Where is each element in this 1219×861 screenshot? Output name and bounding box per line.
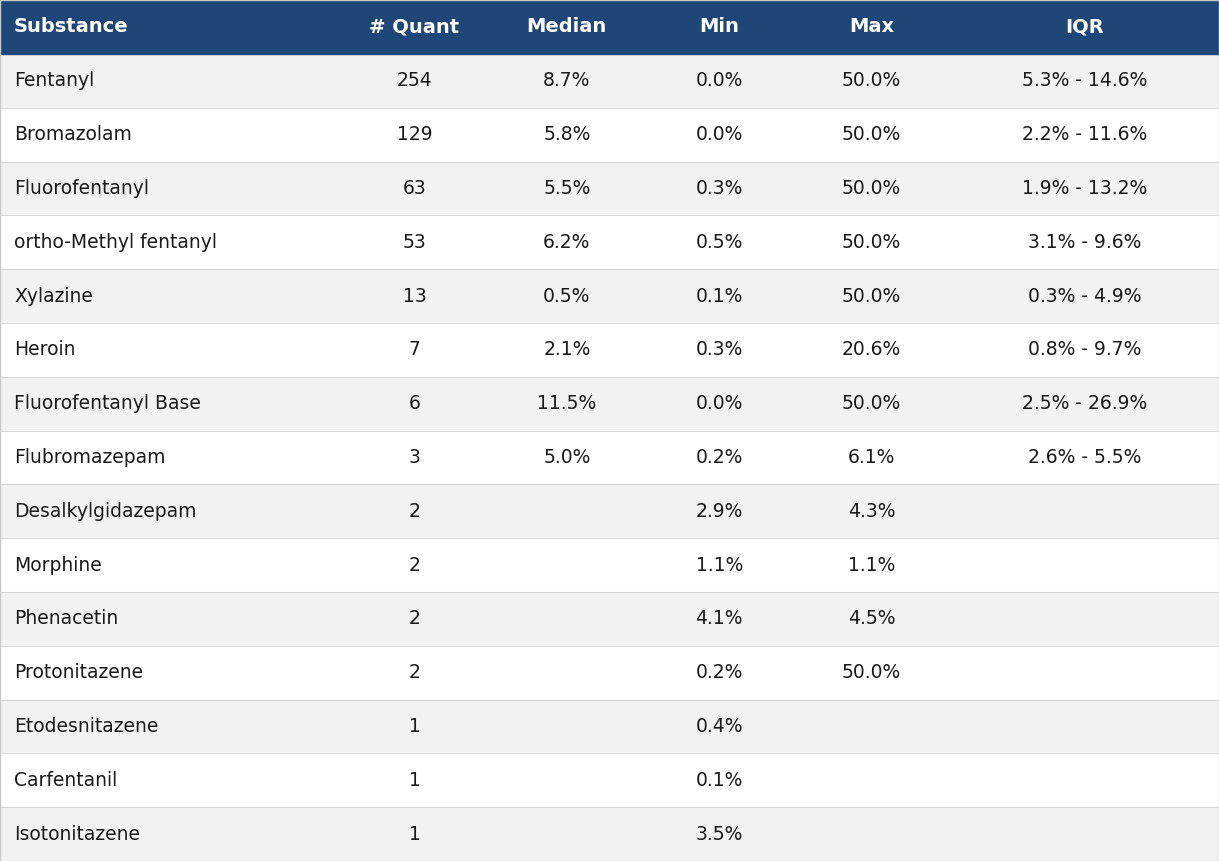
Bar [0,646,1219,700]
Text: 6.1%: 6.1% [848,448,895,467]
Text: 1: 1 [408,717,421,736]
Bar [0,538,1219,592]
Text: 13: 13 [402,287,427,306]
Text: 0.0%: 0.0% [696,71,742,90]
Text: Bromazolam: Bromazolam [13,125,132,144]
Bar [0,592,1219,646]
Text: Xylazine: Xylazine [13,287,93,306]
Text: 50.0%: 50.0% [842,71,901,90]
Text: Morphine: Morphine [13,555,101,574]
Bar [0,700,1219,753]
Text: 3: 3 [408,448,421,467]
Bar [0,54,1219,108]
Text: IQR: IQR [1065,17,1104,36]
Text: Substance: Substance [13,17,129,36]
Text: 254: 254 [396,71,433,90]
Text: Fentanyl: Fentanyl [13,71,94,90]
Text: 11.5%: 11.5% [538,394,596,413]
Bar [0,108,1219,162]
Text: Flubromazepam: Flubromazepam [13,448,166,467]
Text: 0.5%: 0.5% [544,287,590,306]
Text: 0.3%: 0.3% [696,179,742,198]
Text: 50.0%: 50.0% [842,125,901,144]
Text: Isotonitazene: Isotonitazene [13,825,140,844]
Text: 4.3%: 4.3% [848,502,895,521]
Text: # Quant: # Quant [369,17,460,36]
Text: 5.5%: 5.5% [544,179,590,198]
Text: Max: Max [848,17,895,36]
Text: 5.3% - 14.6%: 5.3% - 14.6% [1023,71,1147,90]
Text: 50.0%: 50.0% [842,394,901,413]
Text: 0.2%: 0.2% [696,663,742,682]
Bar [0,377,1219,430]
Text: 50.0%: 50.0% [842,287,901,306]
Text: Etodesnitazene: Etodesnitazene [13,717,158,736]
Text: 0.4%: 0.4% [696,717,742,736]
Bar [0,162,1219,215]
Text: 2: 2 [408,663,421,682]
Text: 20.6%: 20.6% [842,340,901,359]
Text: 53: 53 [402,232,427,251]
Text: 2.9%: 2.9% [696,502,742,521]
Text: 0.0%: 0.0% [696,125,742,144]
Bar [0,430,1219,485]
Text: 5.0%: 5.0% [544,448,590,467]
Text: Desalkylgidazepam: Desalkylgidazepam [13,502,196,521]
Text: 0.2%: 0.2% [696,448,742,467]
Text: 7: 7 [408,340,421,359]
Bar [0,269,1219,323]
Text: 2.6% - 5.5%: 2.6% - 5.5% [1028,448,1142,467]
Text: 50.0%: 50.0% [842,232,901,251]
Text: 0.5%: 0.5% [696,232,742,251]
Text: 0.3% - 4.9%: 0.3% - 4.9% [1028,287,1142,306]
Text: 1: 1 [408,825,421,844]
Text: 3.5%: 3.5% [696,825,742,844]
Text: 50.0%: 50.0% [842,179,901,198]
Text: 0.0%: 0.0% [696,394,742,413]
Text: 1.1%: 1.1% [848,555,895,574]
Text: 129: 129 [396,125,433,144]
Bar [0,485,1219,538]
Bar [0,215,1219,269]
Text: 2.5% - 26.9%: 2.5% - 26.9% [1023,394,1147,413]
Bar [0,753,1219,808]
Text: 2: 2 [408,555,421,574]
Text: 1.9% - 13.2%: 1.9% - 13.2% [1023,179,1147,198]
Text: 6: 6 [408,394,421,413]
Text: 2.2% - 11.6%: 2.2% - 11.6% [1023,125,1147,144]
Text: Protonitazene: Protonitazene [13,663,143,682]
Text: 2: 2 [408,502,421,521]
Text: 0.1%: 0.1% [696,287,742,306]
Bar [0,0,1219,54]
Text: 4.1%: 4.1% [696,610,742,629]
Text: 0.1%: 0.1% [696,771,742,790]
Text: Fluorofentanyl Base: Fluorofentanyl Base [13,394,201,413]
Text: 50.0%: 50.0% [842,663,901,682]
Text: 8.7%: 8.7% [544,71,590,90]
Text: 1: 1 [408,771,421,790]
Text: 1.1%: 1.1% [696,555,742,574]
Bar [0,808,1219,861]
Text: Min: Min [700,17,739,36]
Text: Carfentanil: Carfentanil [13,771,117,790]
Text: 0.8% - 9.7%: 0.8% - 9.7% [1028,340,1142,359]
Text: 63: 63 [402,179,427,198]
Text: Fluorofentanyl: Fluorofentanyl [13,179,149,198]
Text: 3.1% - 9.6%: 3.1% - 9.6% [1028,232,1142,251]
Text: 0.3%: 0.3% [696,340,742,359]
Text: 2: 2 [408,610,421,629]
Text: 5.8%: 5.8% [544,125,590,144]
Bar [0,323,1219,377]
Text: 4.5%: 4.5% [848,610,895,629]
Text: Heroin: Heroin [13,340,76,359]
Text: 6.2%: 6.2% [544,232,590,251]
Text: 2.1%: 2.1% [544,340,590,359]
Text: Median: Median [527,17,607,36]
Text: ortho-Methyl fentanyl: ortho-Methyl fentanyl [13,232,217,251]
Text: Phenacetin: Phenacetin [13,610,118,629]
